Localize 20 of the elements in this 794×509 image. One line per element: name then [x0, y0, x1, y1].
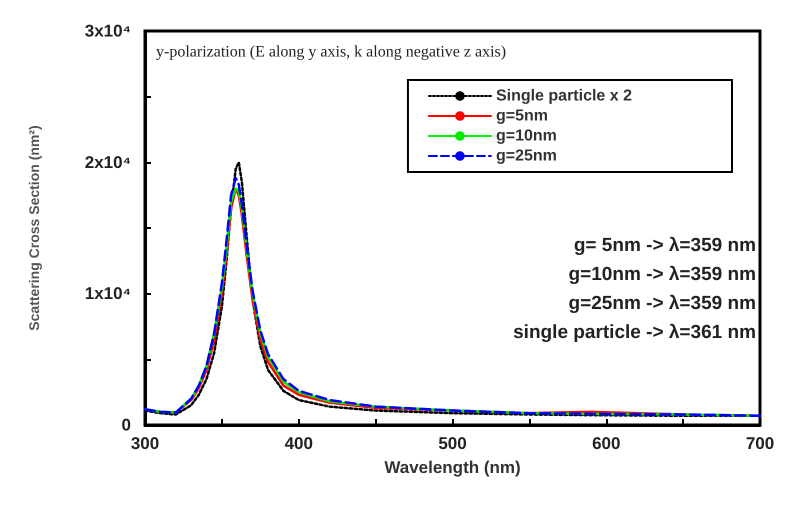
- x-tick-label: 600: [592, 434, 620, 453]
- annotation: single particle -> λ=361 nm: [513, 322, 756, 343]
- legend-label: g=10nm: [496, 128, 557, 144]
- y-tick-label: 3x10⁴: [84, 22, 131, 40]
- x-tick-label: 500: [438, 434, 467, 453]
- y-tick-label: 1x10⁴: [84, 284, 131, 304]
- x-tick-label: 700: [746, 434, 774, 453]
- y-axis-title: Scattering Cross Section (nm²): [26, 125, 42, 331]
- y-tick-label: 0: [122, 416, 131, 434]
- legend-label: g=5nm: [496, 108, 548, 124]
- x-axis-title: Wavelength (nm): [384, 458, 521, 477]
- y-tick-label: 2x10⁴: [84, 152, 131, 172]
- x-tick-label: 300: [130, 434, 160, 453]
- legend-label: g=25nm: [496, 148, 557, 164]
- text: y-polarization (E along y axis, k along negative z axis): [156, 44, 506, 60]
- annotation: g= 5nm -> λ=359 nm: [574, 235, 756, 256]
- x-tick-label: 400: [284, 434, 313, 453]
- legend-label: Single particle x 2: [496, 88, 632, 104]
- annotation: g=25nm -> λ=359 nm: [568, 293, 756, 314]
- annotation: g=10nm -> λ=359 nm: [568, 264, 756, 285]
